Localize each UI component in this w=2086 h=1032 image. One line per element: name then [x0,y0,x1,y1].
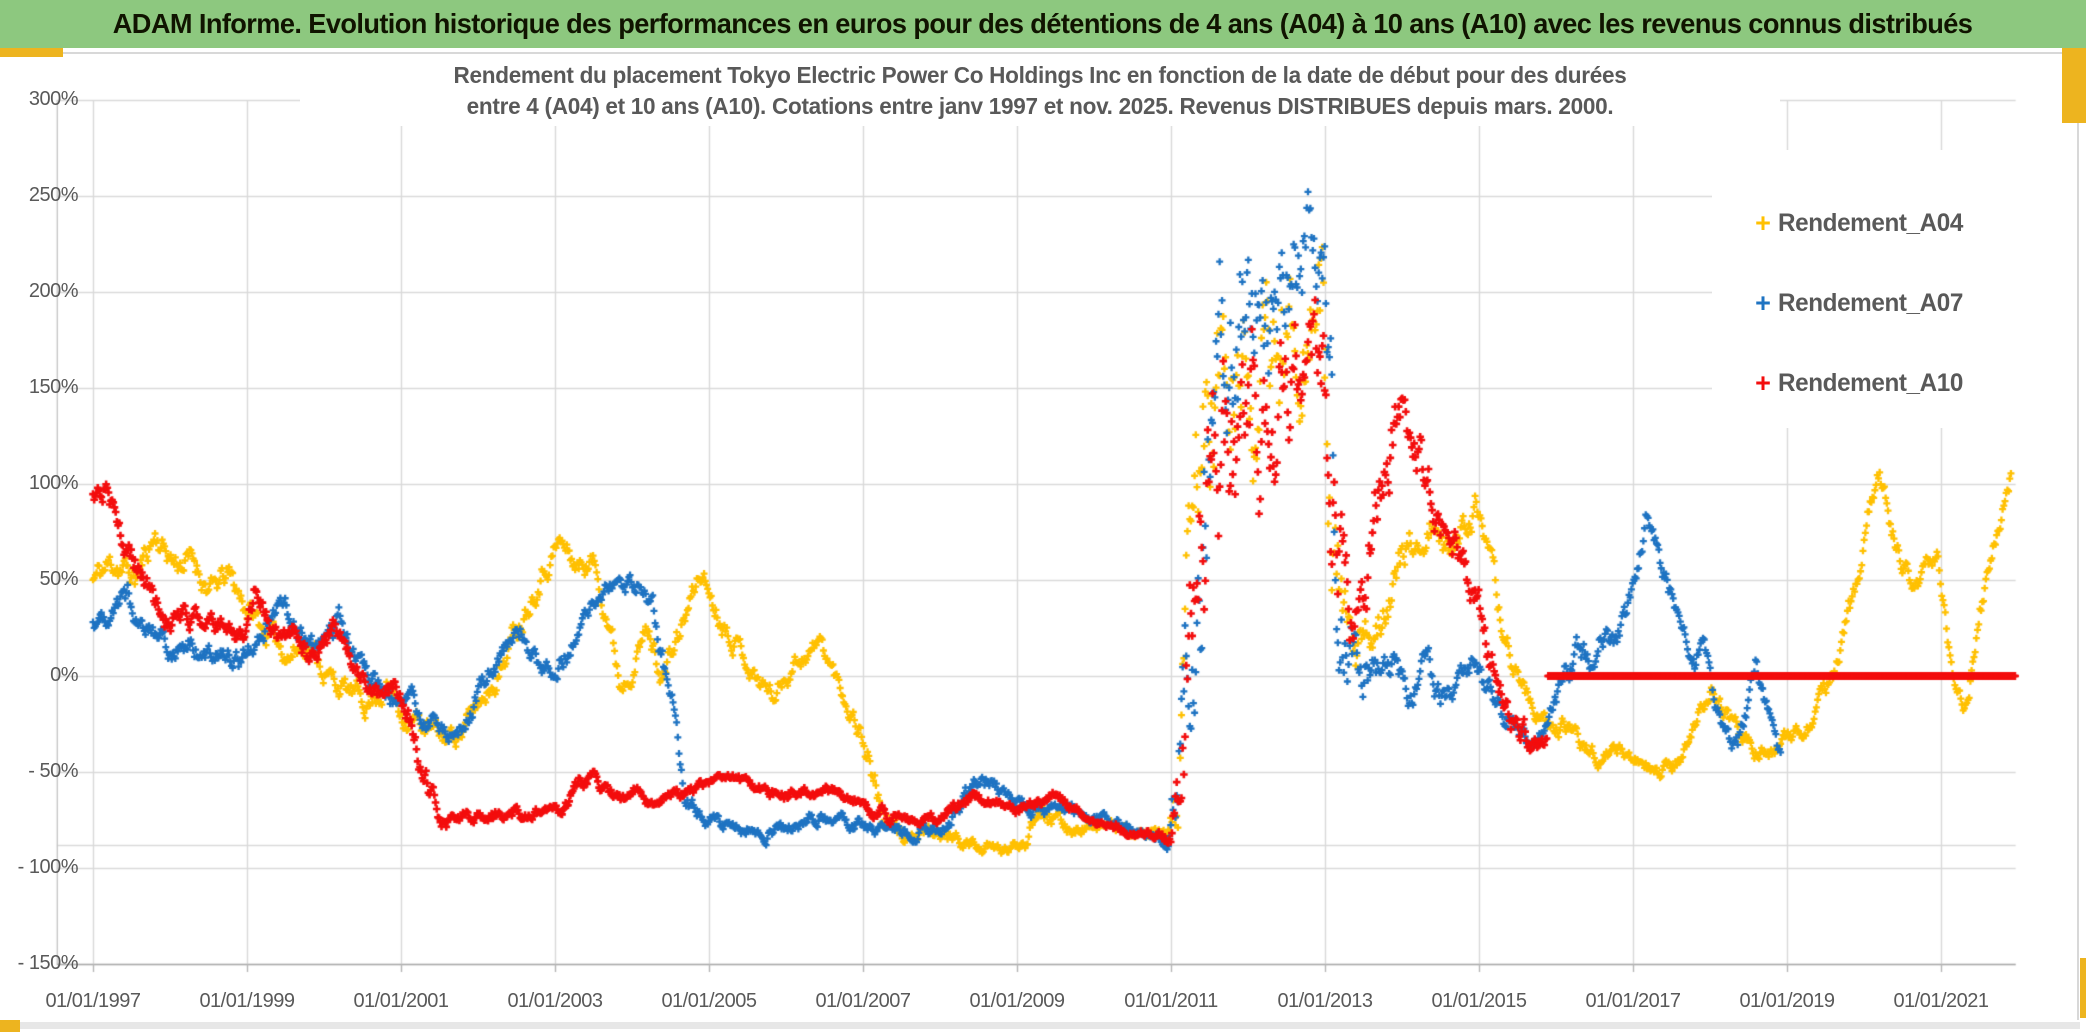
y-axis-tick-label: 0% [50,664,78,686]
chart-frame-top [63,52,2062,54]
accent-top-left [0,48,63,57]
x-axis-tick-label: 01/01/2009 [969,990,1065,1012]
x-axis-tick-label: 01/01/2001 [353,990,449,1012]
y-axis-tick-label: 250% [28,184,79,206]
chart-subtitle-line2: entre 4 (A04) et 10 ans (A10). Cotations… [466,93,1614,119]
legend-item-rendement_a04: + Rendement_A04 [1748,206,1969,240]
x-axis-tick-label: 01/01/2007 [815,990,911,1012]
legend-plus-marker-icon: + [1755,208,1771,238]
legend-plus-marker-icon: + [1755,368,1771,398]
legend [1712,150,2076,428]
x-axis-tick-label: 01/01/2015 [1431,990,1527,1012]
x-axis-tick-label: 01/01/2003 [507,990,603,1012]
y-axis-tick-label: 50% [39,568,78,590]
y-axis-tick-label: 300% [28,88,79,110]
legend-item-rendement_a10: + Rendement_A10 [1748,366,1969,400]
accent-bottom-left [0,1020,20,1032]
y-axis-tick-label: - 150% [17,952,79,974]
chart-subtitle: Rendement du placement Tokyo Electric Po… [300,58,1780,126]
legend-item-rendement_a07: + Rendement_A07 [1748,286,1969,320]
chart-frame-bottom [20,1022,2080,1029]
x-axis-tick-label: 01/01/2017 [1585,990,1681,1012]
x-axis-tick-label: 01/01/1999 [199,990,295,1012]
y-axis-tick-label: - 100% [17,856,79,878]
x-axis-tick-label: 01/01/1997 [45,990,141,1012]
x-axis-tick-label: 01/01/2013 [1277,990,1373,1012]
chart-frame-right [2077,52,2079,1020]
legend-item-label: Rendement_A10 [1778,368,1963,397]
legend-item-label: Rendement_A04 [1778,208,1963,237]
y-axis-tick-label: 150% [28,376,79,398]
y-axis-tick-label: 200% [28,280,79,302]
x-axis-tick-label: 01/01/2011 [1124,990,1218,1012]
x-axis-tick-label: 01/01/2021 [1893,990,1989,1012]
x-axis-tick-label: 01/01/2005 [661,990,757,1012]
y-axis-tick-label: 100% [28,472,79,494]
legend-plus-marker-icon: + [1755,288,1771,318]
y-axis-tick-label: - 50% [28,760,78,782]
chart-subtitle-line1: Rendement du placement Tokyo Electric Po… [453,62,1627,88]
accent-top-right [2062,48,2086,123]
legend-item-label: Rendement_A07 [1778,288,1963,317]
x-axis-tick-label: 01/01/2019 [1739,990,1835,1012]
accent-right-bottom [2080,958,2086,1018]
